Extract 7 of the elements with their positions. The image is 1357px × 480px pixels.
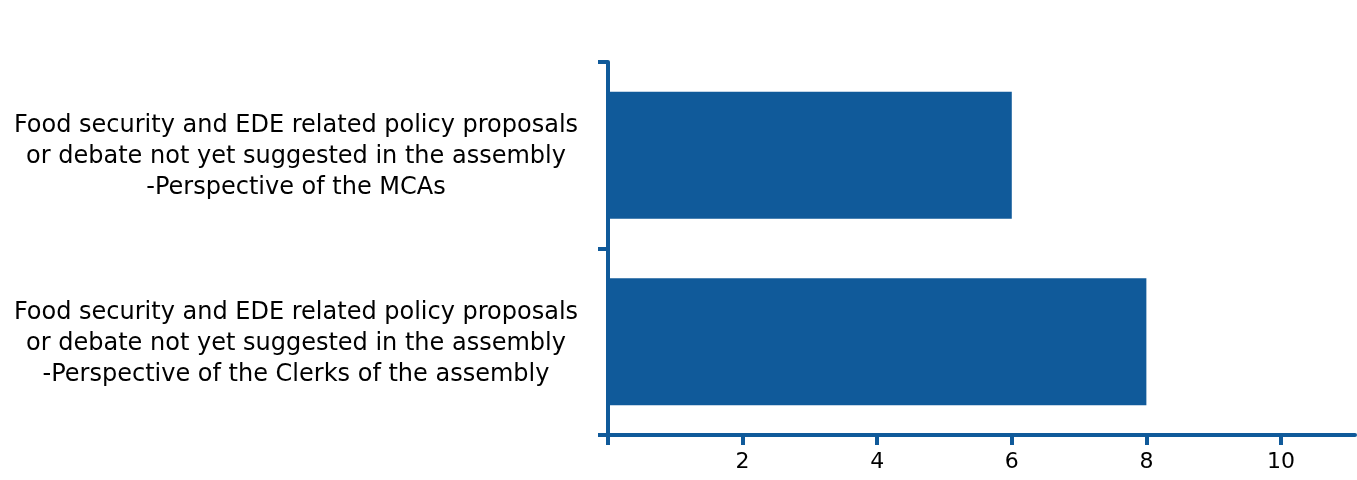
x-tick-label: 10 (1266, 447, 1295, 473)
y-tick-label: Food security and EDE related policy proposals or debate not yet suggested in the assembly -Perspective of the Clerks of the assembly (13, 296, 579, 387)
x-tick-label: 4 (870, 447, 885, 473)
y-tick-label: Food security and EDE related policy proposals or debate not yet suggested in the assembly -Perspective of the MCAs (13, 110, 579, 201)
x-tick-label: 6 (1004, 447, 1019, 473)
x-tick-label: 8 (1139, 447, 1154, 473)
x-tick-label: 2 (735, 447, 750, 473)
